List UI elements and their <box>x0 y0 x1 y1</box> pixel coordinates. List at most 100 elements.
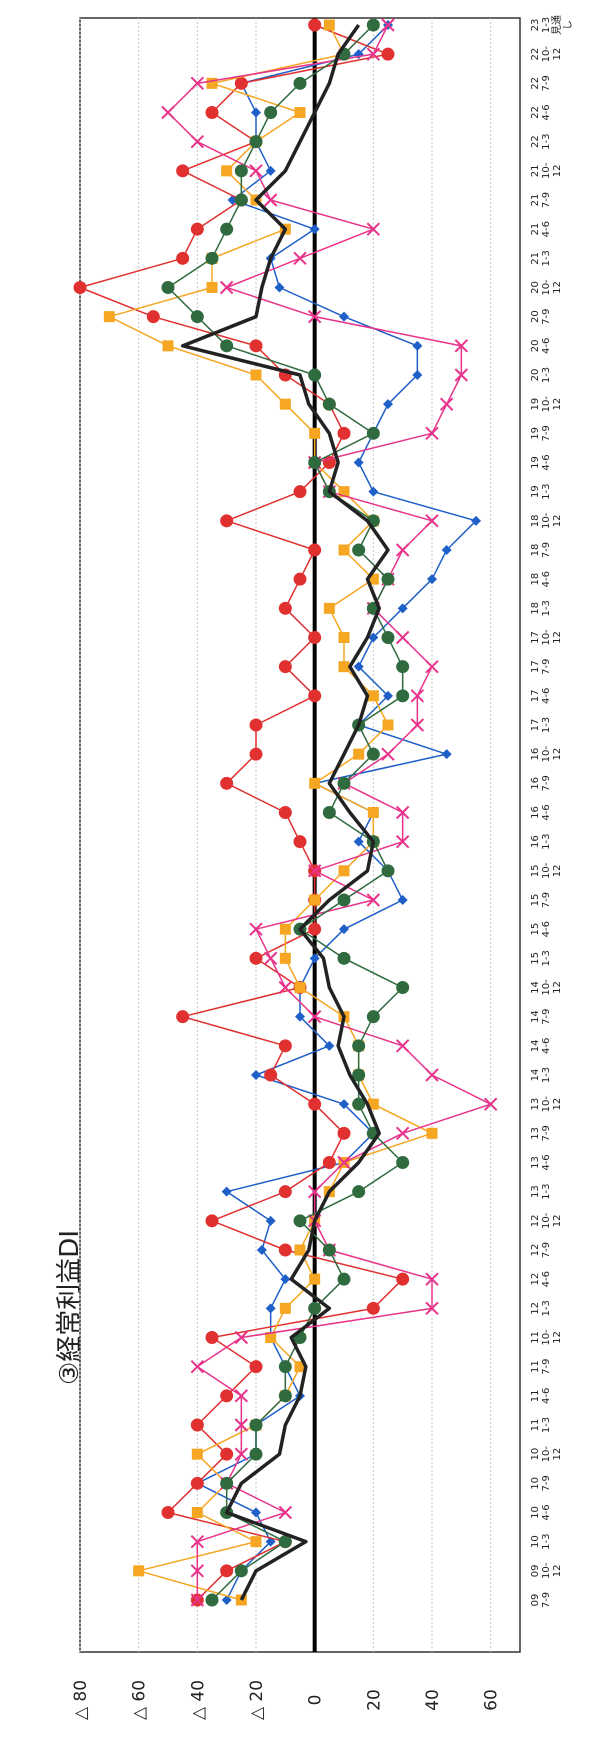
period-tick-label: 19 7-9 <box>530 425 552 441</box>
period-tick-text: 1-3 <box>541 367 552 383</box>
period-tick-text: 12 <box>552 398 563 411</box>
period-tick-text: 7-9 <box>541 1125 552 1141</box>
period-tick-text: 10 <box>530 1448 541 1461</box>
period-tick-text: 1-3 <box>541 1067 552 1083</box>
data-point <box>250 369 262 381</box>
data-point <box>205 251 219 265</box>
period-tick-text: 7-9 <box>541 192 552 208</box>
data-point <box>441 545 452 555</box>
data-point <box>338 632 350 643</box>
data-point <box>264 1068 278 1082</box>
data-point <box>339 311 349 322</box>
data-point <box>205 1593 219 1607</box>
data-point <box>294 107 306 118</box>
plot-frame <box>79 17 521 1653</box>
data-point <box>265 1303 276 1314</box>
data-point <box>425 1301 439 1316</box>
period-tick-label: 16 1-3 <box>530 833 552 849</box>
period-tick-text: 10- <box>541 46 552 63</box>
data-point <box>294 1361 306 1373</box>
period-tick-text: 10- <box>541 1096 552 1113</box>
data-point <box>307 309 322 324</box>
period-tick-text: 1-3 <box>541 1533 552 1549</box>
period-tick-text: 11 <box>530 1419 541 1432</box>
data-point <box>337 951 351 965</box>
period-tick-label: 12 1-3 <box>530 1300 552 1316</box>
data-point <box>234 1389 249 1403</box>
data-point <box>382 719 394 731</box>
data-point <box>279 923 291 935</box>
data-point <box>278 1360 292 1374</box>
data-point <box>278 806 292 819</box>
period-tick-text: 1-3 <box>541 1300 552 1316</box>
period-tick-label: 21 7-9 <box>530 192 552 208</box>
data-point <box>396 1272 410 1286</box>
data-point <box>352 543 366 557</box>
data-point <box>396 981 410 994</box>
period-tick-text: 4-6 <box>541 1504 552 1520</box>
period-tick-text: 12 <box>530 1244 541 1257</box>
data-point <box>205 1214 219 1228</box>
period-tick-text: 16 <box>530 806 541 819</box>
data-point <box>307 1009 322 1024</box>
data-point <box>190 222 204 236</box>
period-tick-text: 12 <box>552 748 563 761</box>
data-point <box>324 1040 335 1051</box>
data-point <box>383 690 393 701</box>
period-tick-text: 17 <box>530 689 541 702</box>
period-tick-text: 10- <box>541 1329 552 1346</box>
period-tick-text: 4-6 <box>541 1154 552 1170</box>
data-point <box>410 718 425 732</box>
data-point <box>339 924 349 935</box>
series-情報 <box>161 18 498 1607</box>
period-tick-text: 15 <box>530 952 541 965</box>
period-tick-text: 1-3 <box>541 950 552 966</box>
period-tick-text: 21 <box>530 223 541 236</box>
data-point <box>322 1243 336 1257</box>
data-point <box>427 574 437 585</box>
data-point <box>162 340 174 352</box>
period-tick-text: 15 <box>530 894 541 907</box>
period-tick-text: 10- <box>541 1562 552 1579</box>
data-point <box>410 689 425 703</box>
period-tick-text: 10- <box>541 746 552 763</box>
data-point <box>161 105 175 120</box>
period-tick-text: 17 <box>530 660 541 673</box>
data-point <box>190 76 205 91</box>
data-point <box>337 776 351 790</box>
data-point <box>366 747 380 761</box>
period-tick-text: 14 <box>530 981 541 994</box>
data-point <box>309 894 321 906</box>
data-point <box>205 106 219 119</box>
period-tick-label: 21 10- 12 <box>530 162 563 179</box>
data-point <box>220 1564 234 1578</box>
data-point <box>322 806 336 819</box>
data-point <box>366 222 381 236</box>
data-point <box>308 1097 322 1111</box>
data-point <box>337 1272 351 1286</box>
period-tick-label: 16 4-6 <box>530 804 552 820</box>
data-point <box>176 164 190 178</box>
data-point <box>426 1127 438 1139</box>
period-tick-text: 13 <box>530 1156 541 1169</box>
data-point <box>425 426 439 441</box>
period-tick-text: 22 <box>530 106 541 119</box>
data-point <box>256 1245 267 1255</box>
period-tick-text: 15 <box>530 923 541 936</box>
period-tick-text: 7-9 <box>541 425 552 441</box>
period-tick-text: 12 <box>552 281 563 294</box>
period-tick-text: 4-6 <box>541 571 552 587</box>
period-tick-text: 7-9 <box>541 75 552 91</box>
period-tick-label: 21 4-6 <box>530 221 552 237</box>
data-point <box>190 1359 205 1374</box>
period-tick-text: 17 <box>530 631 541 644</box>
data-point <box>278 1505 293 1520</box>
data-point <box>353 661 364 672</box>
data-point <box>309 224 320 235</box>
period-tick-label: 17 4-6 <box>530 688 552 704</box>
data-point <box>353 836 364 847</box>
period-tick-label: 22 7-9 <box>530 75 552 91</box>
period-tick-label: 10 4-6 <box>530 1504 552 1520</box>
